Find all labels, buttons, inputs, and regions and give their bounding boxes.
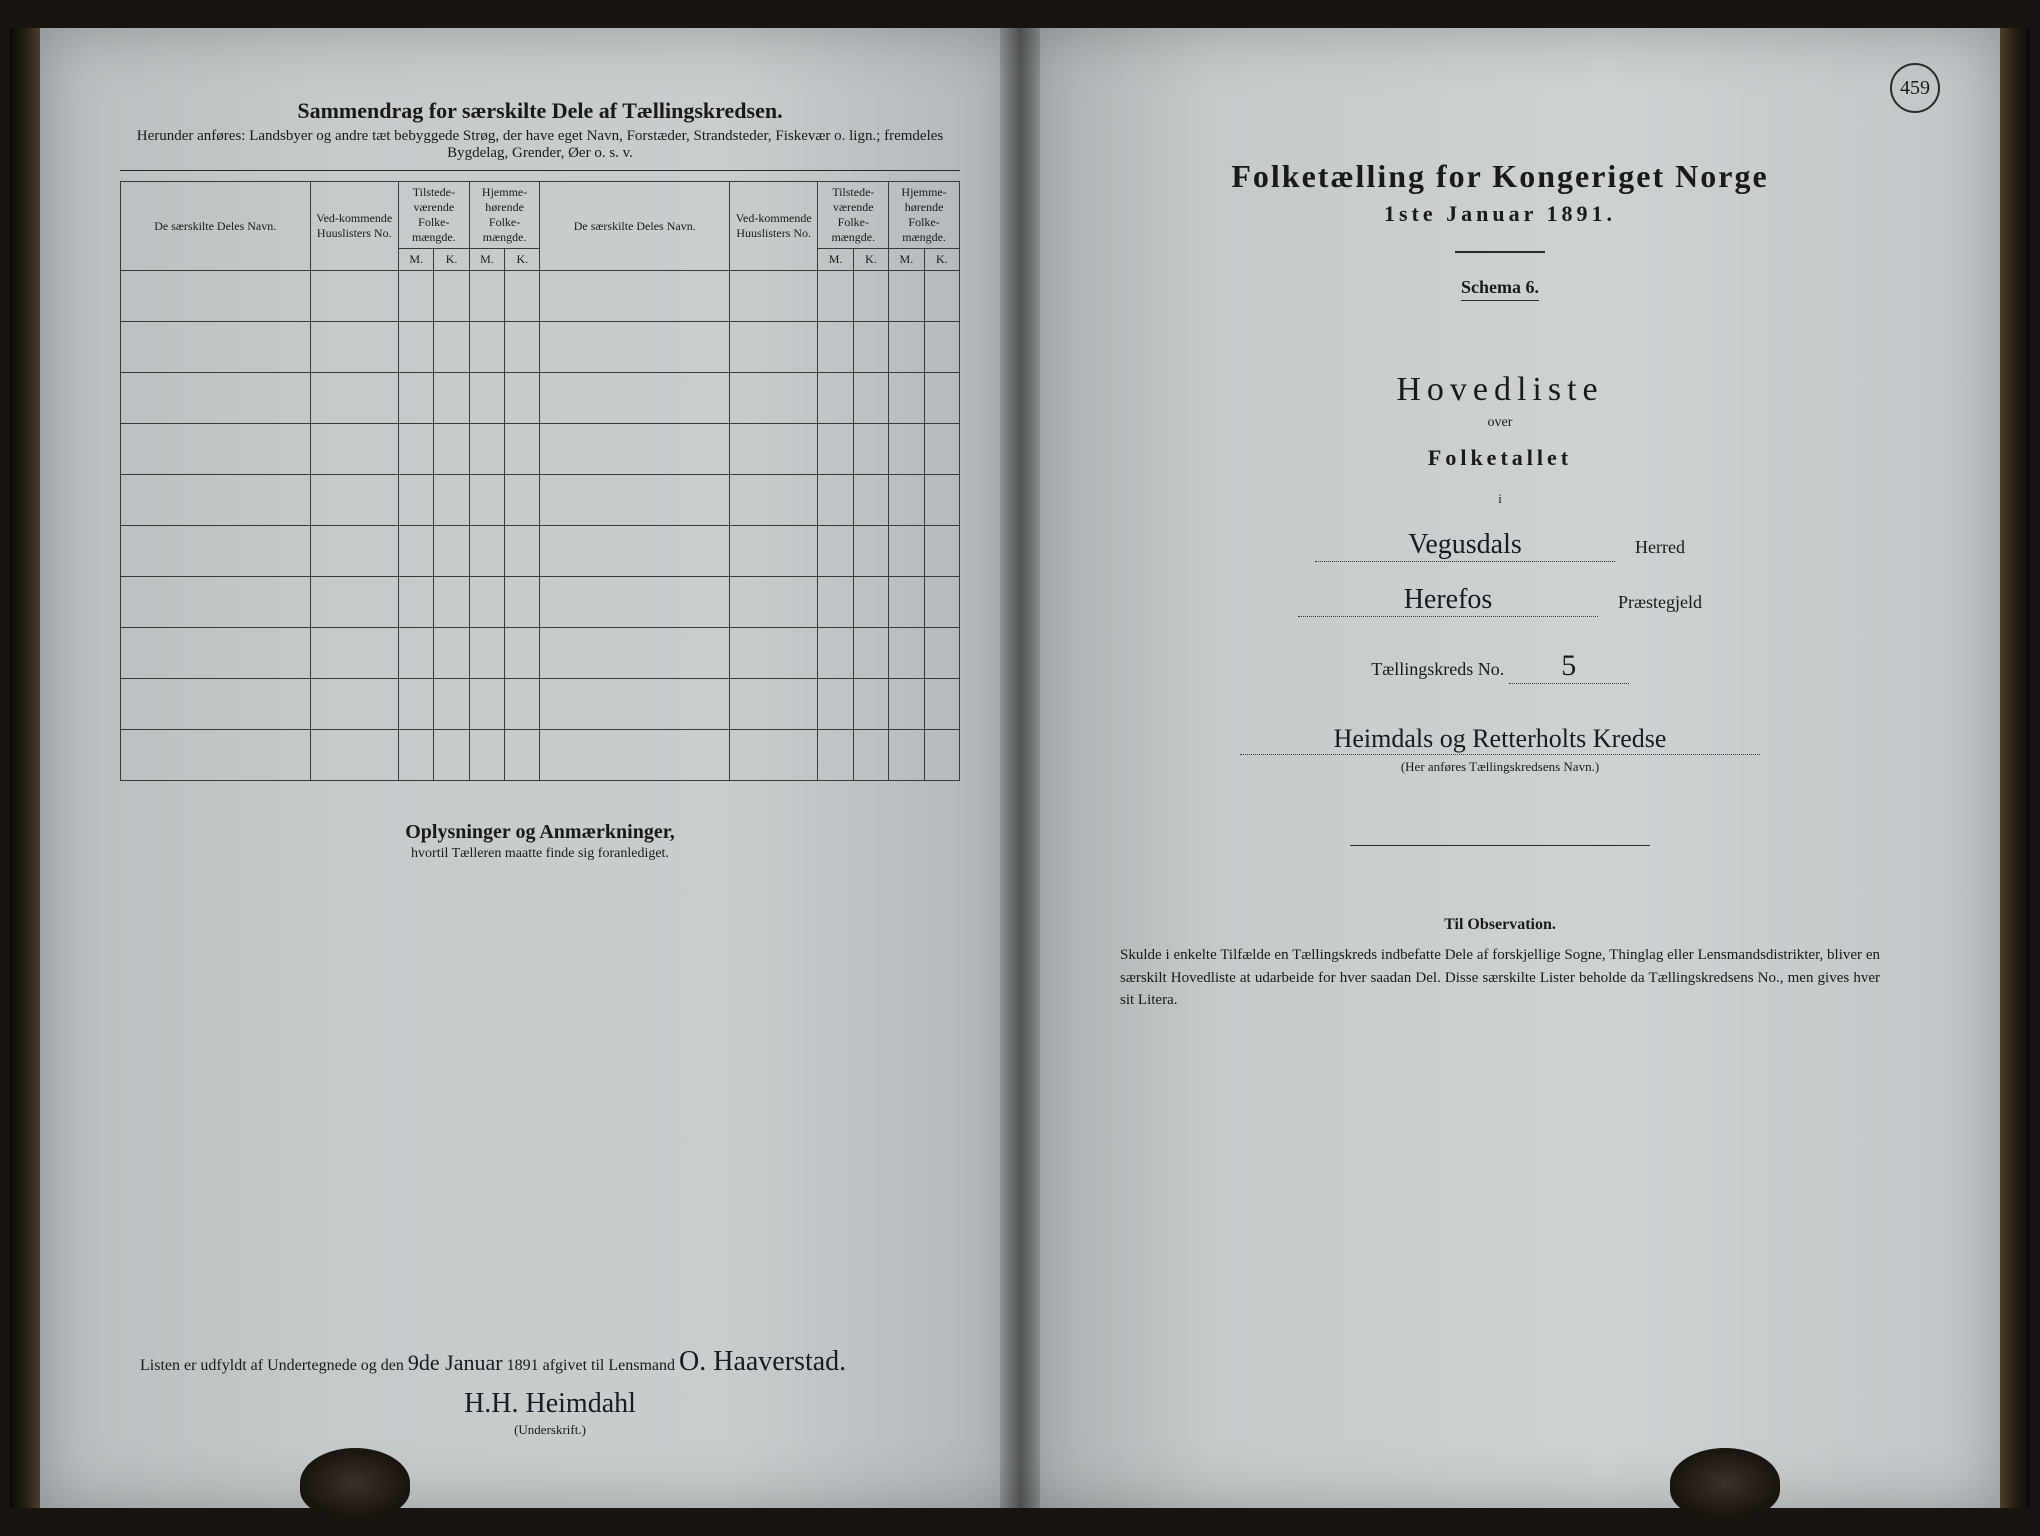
- table-row: [121, 322, 960, 373]
- observation-title: Til Observation.: [1090, 916, 1910, 934]
- col-huuslister: Ved-kommende Huuslisters No.: [310, 182, 398, 271]
- table-row: [121, 679, 960, 730]
- col-m: M.: [398, 249, 433, 271]
- page-number: 459: [1900, 77, 1930, 100]
- sig-mid: 1891 afgivet til Lensmand: [507, 1357, 675, 1374]
- census-title: Folketælling for Kongeriget Norge: [1090, 158, 1910, 195]
- col-m: M.: [469, 249, 504, 271]
- book-edge-right: [2000, 28, 2030, 1508]
- page-number-circle: 459: [1890, 63, 1940, 113]
- divider: [1350, 845, 1650, 846]
- col-tilstede-2: Tilstede-værende Folke-mængde.: [818, 182, 889, 249]
- book-edge-left: [10, 28, 40, 1508]
- signature-area: Listen er udfyldt af Undertegnede og den…: [140, 1346, 960, 1438]
- oplysninger-title: Oplysninger og Anmærkninger,: [120, 821, 960, 844]
- right-page: 459 Folketælling for Kongeriget Norge 1s…: [1020, 28, 2000, 1508]
- col-k: K.: [434, 249, 469, 271]
- observation-text: Skulde i enkelte Tilfælde en Tællingskre…: [1120, 944, 1880, 1012]
- col-m: M.: [889, 249, 924, 271]
- table-row: [121, 577, 960, 628]
- tkreds-label: Tællingskreds No.: [1371, 659, 1504, 679]
- col-m: M.: [818, 249, 853, 271]
- col-huuslister-2: Ved-kommende Huuslisters No.: [730, 182, 818, 271]
- herred-value: Vegusdals: [1408, 529, 1522, 560]
- sig-name2: H.H. Heimdahl: [464, 1388, 636, 1419]
- table-row: [121, 271, 960, 322]
- table-row: [121, 526, 960, 577]
- col-k: K.: [924, 249, 959, 271]
- oplysninger-sub: hvortil Tælleren maatte finde sig foranl…: [120, 846, 960, 862]
- table-row: [121, 475, 960, 526]
- divider: [120, 170, 960, 171]
- tkreds-no: 5: [1561, 649, 1576, 682]
- table-row: [121, 730, 960, 781]
- sig-date: 9de Januar: [408, 1350, 503, 1375]
- col-k: K.: [505, 249, 540, 271]
- summary-table: De særskilte Deles Navn. Ved-kommende Hu…: [120, 181, 960, 781]
- praestegjeld-value: Herefos: [1404, 584, 1493, 615]
- table-row: [121, 628, 960, 679]
- left-header-title: Sammendrag for særskilte Dele af Tælling…: [120, 98, 960, 124]
- praestegjeld-row: Herefos Præstegjeld: [1090, 584, 1910, 617]
- col-navn: De særskilte Deles Navn.: [121, 182, 311, 271]
- col-tilstede: Tilstede-værende Folke-mængde.: [398, 182, 469, 249]
- kreds-name-caption: (Her anføres Tællingskredsens Navn.): [1090, 759, 1910, 775]
- i-label: i: [1090, 491, 1910, 507]
- kreds-name-value: Heimdals og Retterholts Kredse: [1334, 724, 1667, 753]
- table-row: [121, 424, 960, 475]
- sig-name1: O. Haaverstad.: [679, 1346, 846, 1377]
- hovedliste-title: Hovedliste: [1090, 371, 1910, 409]
- book-spread: Sammendrag for særskilte Dele af Tælling…: [40, 28, 2000, 1508]
- herred-label: Herred: [1635, 537, 1685, 558]
- divider: [1455, 251, 1545, 253]
- praestegjeld-label: Præstegjeld: [1618, 592, 1702, 613]
- census-date: 1ste Januar 1891.: [1090, 201, 1910, 227]
- kreds-name-line: Heimdals og Retterholts Kredse: [1240, 724, 1760, 755]
- left-page: Sammendrag for særskilte Dele af Tælling…: [40, 28, 1020, 1508]
- col-hjemme: Hjemme-hørende Folke-mængde.: [469, 182, 540, 249]
- thumb-shadow-right: [1670, 1448, 1780, 1518]
- table-row: [121, 373, 960, 424]
- schema-label: Schema 6.: [1461, 277, 1539, 301]
- folketallet-label: Folketallet: [1090, 445, 1910, 471]
- herred-row: Vegusdals Herred: [1090, 529, 1910, 562]
- left-header-subtitle: Herunder anføres: Landsbyer og andre tæt…: [120, 128, 960, 162]
- tkreds-row: Tællingskreds No. 5: [1090, 649, 1910, 684]
- col-k: K.: [853, 249, 888, 271]
- sig-prefix: Listen er udfyldt af Undertegnede og den: [140, 1357, 404, 1374]
- col-navn-2: De særskilte Deles Navn.: [540, 182, 730, 271]
- col-hjemme-2: Hjemme-hørende Folke-mængde.: [889, 182, 960, 249]
- thumb-shadow-left: [300, 1448, 410, 1518]
- sig-caption: (Underskrift.): [140, 1422, 960, 1438]
- over-label: over: [1090, 415, 1910, 431]
